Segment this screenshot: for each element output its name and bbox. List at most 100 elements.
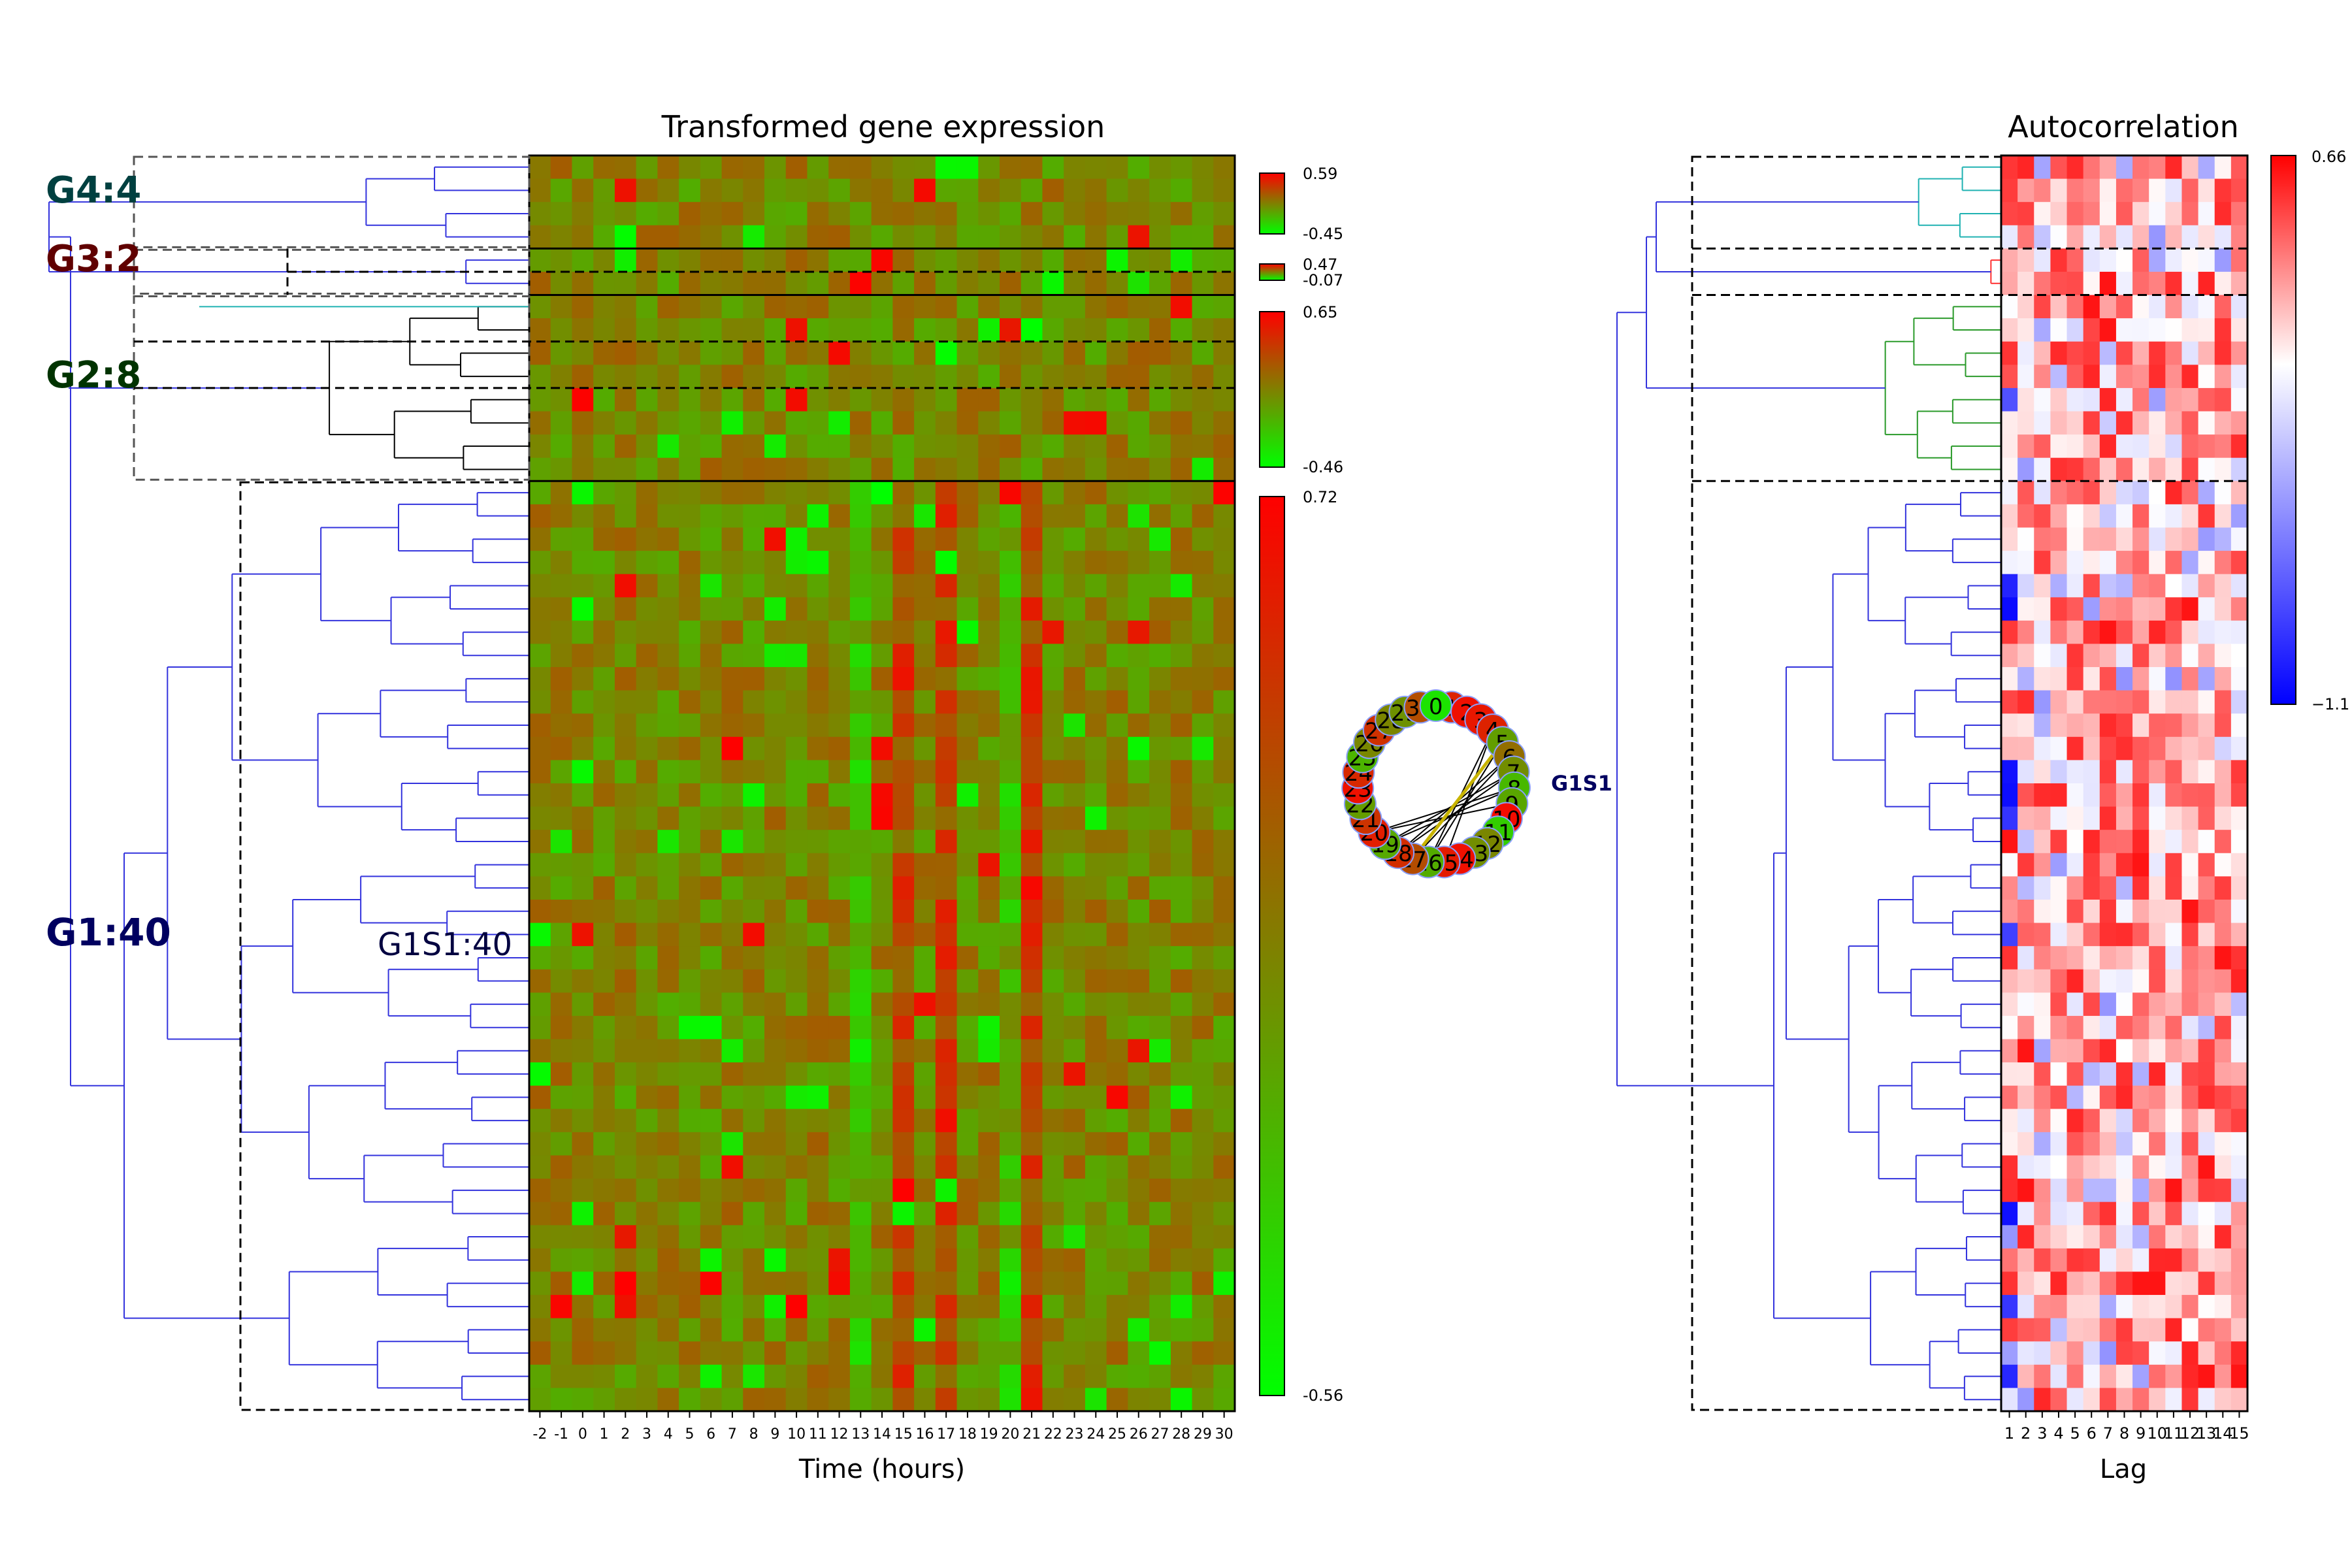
heatmap-cell [1170,1201,1193,1226]
heatmap-cell [764,992,787,1017]
heatmap-cell [1064,667,1086,691]
heatmap-cell [529,969,551,993]
heatmap-cell [828,527,851,551]
autocorrelation-cell [2181,644,2199,668]
heatmap-cell [785,434,808,459]
autocorrelation-cell [2181,876,2199,900]
heatmap-cell [956,1248,979,1273]
heatmap-cell [721,178,743,203]
autocorrelation-cell [2050,1179,2068,1203]
heatmap-cell [1021,341,1043,365]
heatmap-cell [1042,318,1064,342]
heatmap-cell [636,1318,658,1342]
heatmap-cell [849,644,872,668]
heatmap-cell [1192,690,1214,714]
autocorrelation-cell [2066,1225,2084,1249]
autocorrelation-cell [2132,853,2149,877]
autocorrelation-cell [2001,969,2018,993]
autocorrelation-cell [2017,1388,2034,1412]
autocorrelation-cell [2001,713,2018,738]
heatmap-cell [721,551,743,575]
heatmap-cell [743,365,765,389]
autocorrelation-cell [2099,1295,2117,1319]
x-tick-label: 30 [1215,1426,1233,1443]
network-node [1419,689,1452,723]
heatmap-cell [1021,387,1043,412]
heatmap-cell [935,1132,958,1156]
heatmap-cell [1149,1062,1171,1086]
autocorrelation-cell [2198,760,2215,784]
heatmap-cell [935,597,958,621]
heatmap-cell [1128,1295,1150,1319]
autocorrelation-cell [2181,760,2199,784]
heatmap-cell [1106,736,1128,761]
heatmap-cell [550,178,573,203]
heatmap-cell [1213,295,1235,319]
autocorrelation-cell [2214,225,2232,249]
autocorrelation-cell [2066,457,2084,482]
heatmap-cell [807,1085,829,1109]
heatmap-cell [785,225,808,249]
heatmap-cell [914,1085,936,1109]
heatmap-cell [892,1295,915,1319]
heatmap-cell [764,1015,787,1040]
autocorrelation-cell [2017,1318,2034,1342]
heatmap-cell [1000,736,1022,761]
heatmap-cell [1064,620,1086,645]
autocorrelation-cell [2099,574,2117,598]
autocorrelation-cell [2149,341,2166,365]
heatmap-cell [1085,481,1107,505]
autocorrelation-cell [2050,783,2068,808]
heatmap-cell [849,969,872,993]
heatmap-cell [849,225,872,249]
autocorrelation-cell [2066,946,2084,970]
heatmap-cell [657,202,679,226]
autocorrelation-cell [2083,760,2100,784]
autocorrelation-cell [2198,1364,2215,1389]
heatmap-cell [849,1179,872,1203]
heatmap-cell [529,667,551,691]
heatmap-cell [978,736,1000,761]
heatmap-cell [956,1039,979,1063]
autocorrelation-cell [2001,736,2018,761]
heatmap-cell [956,806,979,830]
heatmap-cell [1000,1341,1022,1365]
heatmap-cell [529,574,551,598]
heatmap-cell [807,387,829,412]
heatmap-cell [743,946,765,970]
autocorrelation-cell [2149,1015,2166,1040]
heatmap-cell [1064,271,1086,296]
heatmap-cell [1149,992,1171,1017]
heatmap-cell [849,1364,872,1389]
heatmap-cell [785,644,808,668]
heatmap-cell [1213,1039,1235,1063]
heatmap-cell [679,1364,701,1389]
heatmap-cell [849,806,872,830]
autocorrelation-cell [2083,527,2100,551]
heatmap-cell [529,1248,551,1273]
autocorrelation-cell [2001,1364,2018,1389]
autocorrelation-cell [2181,1132,2199,1156]
heatmap-cell [914,736,936,761]
heatmap-cell [914,155,936,180]
heatmap-cell [700,1364,723,1389]
heatmap-cell [1085,1295,1107,1319]
heatmap-cell [785,597,808,621]
autocorrelation-cell [2149,178,2166,203]
autocorrelation-cell [2198,434,2215,459]
heatmap-cell [529,830,551,854]
heatmap-cell [593,899,615,924]
heatmap-cell [892,1109,915,1133]
heatmap-cell [1064,318,1086,342]
heatmap-cell [1021,830,1043,854]
autocorrelation-cell [2001,1248,2018,1273]
autocorrelation-cell [2132,1015,2149,1040]
heatmap-cell [1213,1248,1235,1273]
heatmap-cell [679,155,701,180]
autocorrelation-cell [2214,1085,2232,1109]
heatmap-cell [743,387,765,412]
heatmap-cell [700,1109,723,1133]
autocorrelation-cell [2132,202,2149,226]
autocorrelation-cell [2083,946,2100,970]
heatmap-cell [614,1295,637,1319]
